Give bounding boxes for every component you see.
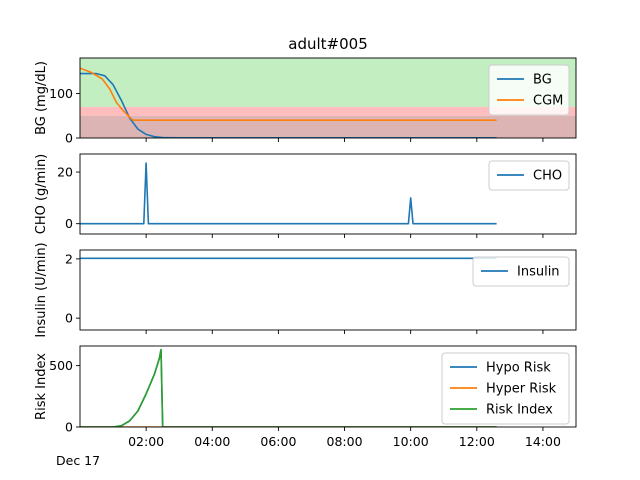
legend-risk: Hypo Risk Hyper Risk Risk Index xyxy=(441,352,570,425)
series-line-bg-1 xyxy=(80,67,497,121)
chart-title: adult#005 xyxy=(288,35,367,53)
legend-box-cho xyxy=(488,160,570,191)
axes-frame-insulin xyxy=(79,249,577,331)
y-tick-label-risk-0: 0 xyxy=(65,420,73,435)
axes-frame-bg xyxy=(79,57,577,139)
y-axis-label-insulin: Insulin (U/min) xyxy=(34,242,49,337)
y-axis-label-risk: Risk Index xyxy=(34,353,49,420)
x-tick-label-2: 02:00 xyxy=(128,434,164,449)
band-bg-1 xyxy=(80,106,576,116)
legend-label-risk-0: Hypo Risk xyxy=(486,361,551,376)
y-tick-label-bg-0: 0 xyxy=(65,131,73,146)
y-tick-label-bg-100: 100 xyxy=(49,86,73,101)
series-line-cho-0 xyxy=(80,162,497,225)
y-tick-label-risk-500: 500 xyxy=(49,358,73,373)
legend-label-cho-0: CHO xyxy=(533,169,562,184)
legend-box-insulin xyxy=(472,256,570,287)
y-tick-label-insulin-0: 0 xyxy=(65,311,73,326)
series-line-risk-0 xyxy=(80,348,497,427)
axes-frame-risk xyxy=(79,345,577,428)
x-tick-label-12: 12:00 xyxy=(459,434,495,449)
x-tick-label-4: 04:00 xyxy=(194,434,230,449)
legend-box-bg xyxy=(488,64,570,116)
legend-box-risk xyxy=(441,352,570,425)
x-tick-label-8: 08:00 xyxy=(327,434,363,449)
y-tick-label-insulin-2: 2 xyxy=(65,251,73,266)
y-tick-label-cho-0: 0 xyxy=(65,216,73,231)
legend-label-risk-1: Hyper Risk xyxy=(486,382,557,397)
legend-label-insulin-0: Insulin xyxy=(517,265,560,280)
y-axis-label-cho: CHO (g/min) xyxy=(34,154,49,235)
legend-insulin: Insulin xyxy=(472,256,570,287)
legend-label-risk-2: Risk Index xyxy=(486,403,553,418)
subplot-cho: 0 20 CHO (g/min) CHO xyxy=(34,153,577,238)
legend-label-bg-1: CGM xyxy=(533,94,563,109)
y-tick-label-cho-20: 20 xyxy=(57,165,73,180)
x-tick-label-6: 06:00 xyxy=(260,434,296,449)
axes-frame-cho xyxy=(79,153,577,235)
subplot-insulin: 0 2 Insulin (U/min) Insulin xyxy=(34,242,577,338)
band-bg-2 xyxy=(80,115,576,138)
x-tick-label-10: 10:00 xyxy=(393,434,429,449)
legend-bg: BG CGM xyxy=(488,64,570,116)
date-label: Dec 17 xyxy=(56,453,100,468)
legend-label-bg-0: BG xyxy=(533,73,552,88)
y-axis-label-bg: BG (mg/dL) xyxy=(34,61,49,135)
legend-cho: CHO xyxy=(488,160,570,191)
series-line-risk-2 xyxy=(80,348,497,427)
x-tick-label-14: 14:00 xyxy=(525,434,561,449)
